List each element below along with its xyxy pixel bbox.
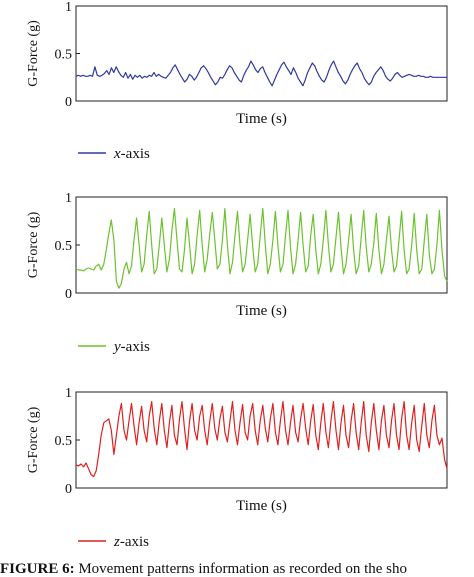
chart-2-ytick-label: 0 [65, 287, 72, 302]
chart-2-ytick-label: 0.5 [55, 239, 73, 254]
chart-1-legend-label: x-axis [113, 146, 150, 162]
chart-2-legend-label: y-axis [112, 339, 150, 355]
chart-1-plot-frame [75, 5, 448, 102]
chart-1-ytick-label: 0 [65, 95, 72, 110]
chart-1-ytick-label: 0.5 [55, 48, 73, 63]
chart-3-ytick-label: 0.5 [55, 434, 73, 449]
chart-3-legend-label: z-axis [113, 534, 149, 550]
chart-2-series-line-1 [75, 207, 448, 289]
caption-figure-label: FIGURE 6: [0, 561, 75, 577]
chart-3-ytick-label: 0 [65, 482, 72, 497]
chart-2-y-axis-label: G-Force (g) [26, 211, 41, 278]
chart-3-x-axis-label: Time (s) [236, 498, 287, 514]
figure-caption: FIGURE 6: Movement patterns information … [0, 561, 474, 577]
chart-3-y-axis-label: G-Force (g) [26, 406, 41, 473]
chart-1-y-axis-label: G-Force (g) [26, 20, 41, 87]
chart-1-series-line-1 [75, 60, 447, 87]
chart-2-x-axis-label: Time (s) [236, 303, 287, 319]
chart-3-series-line-1 [75, 401, 448, 478]
chart-1-ytick-label: 1 [65, 0, 72, 15]
figure-canvas: 0 0.5 1 G-Force (g) Time (s) x-axis 0 0.5 1 G-For… [26, 0, 448, 550]
caption-text: Movement patterns information as recorde… [78, 561, 408, 577]
chart-3-ytick-label: 1 [65, 386, 72, 401]
chart-1-x-axis-label: Time (s) [236, 111, 287, 127]
chart-2-ytick-label: 1 [65, 191, 72, 206]
